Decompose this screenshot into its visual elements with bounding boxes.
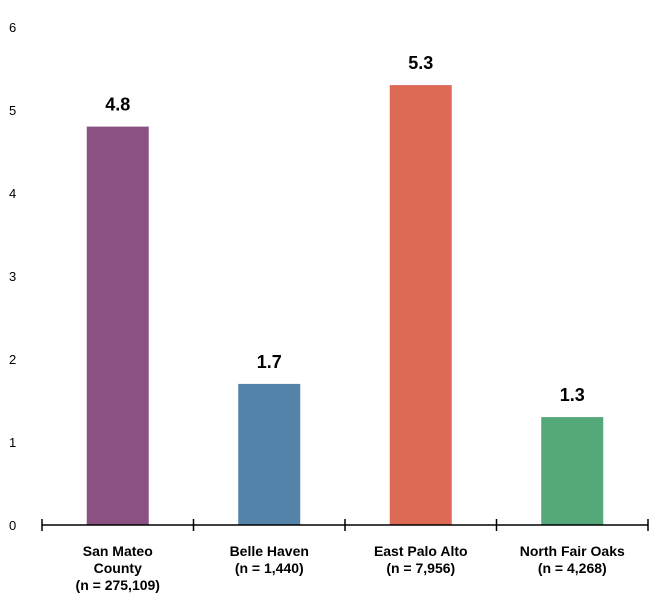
category-label-0: San Mateo County (n = 275,109) [76, 543, 160, 593]
category-label-3: North Fair Oaks (n = 4,268) [520, 543, 625, 576]
y-axis-ticks: 0 1 2 3 4 5 6 [9, 20, 16, 533]
value-label-2: 5.3 [408, 53, 433, 73]
category-label-2: East Palo Alto (n = 7,956) [374, 543, 468, 576]
category-label-line: (n = 7,956) [386, 560, 455, 576]
value-label-0: 4.8 [105, 95, 130, 115]
value-label-3: 1.3 [560, 385, 585, 405]
category-label-line: (n = 4,268) [538, 560, 607, 576]
y-tick-label-6: 6 [9, 20, 16, 35]
category-label-line: Belle Haven [230, 543, 309, 559]
value-label-1: 1.7 [257, 352, 282, 372]
y-tick-label-5: 5 [9, 103, 16, 118]
category-label-line: East Palo Alto [374, 543, 468, 559]
y-tick-label-3: 3 [9, 269, 16, 284]
bars [86, 85, 604, 525]
bar-3 [541, 417, 604, 525]
y-tick-label-2: 2 [9, 352, 16, 367]
category-label-line: North Fair Oaks [520, 543, 625, 559]
category-label-line: County [94, 560, 142, 576]
bar-0 [86, 126, 149, 525]
data-labels: 4.8 1.7 5.3 1.3 [105, 53, 585, 405]
category-label-1: Belle Haven (n = 1,440) [230, 543, 309, 576]
x-axis-ticks [41, 519, 649, 531]
bar-1 [238, 383, 301, 525]
category-label-line: San Mateo [83, 543, 153, 559]
y-tick-label-1: 1 [9, 435, 16, 450]
y-tick-label-0: 0 [9, 518, 16, 533]
category-label-line: (n = 1,440) [235, 560, 304, 576]
category-label-line: (n = 275,109) [76, 577, 160, 593]
y-tick-label-4: 4 [9, 186, 16, 201]
category-labels: San Mateo County (n = 275,109)Belle Haven(… [76, 543, 625, 593]
bar-2 [389, 85, 452, 525]
